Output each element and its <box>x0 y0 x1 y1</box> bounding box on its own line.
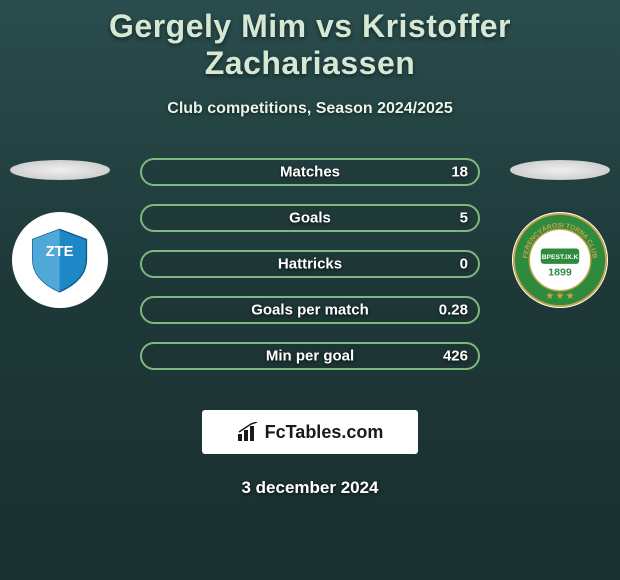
stat-value-right: 0 <box>460 256 468 273</box>
stat-value-right: 426 <box>443 348 468 365</box>
player-left-placeholder <box>10 160 110 180</box>
club-crest-zte: ZTE <box>12 212 108 308</box>
stat-label: Goals <box>289 210 331 227</box>
player-left-slot: ZTE <box>0 158 120 308</box>
svg-text:BPEST.IX.K: BPEST.IX.K <box>542 254 579 261</box>
stat-label: Min per goal <box>266 348 354 365</box>
stat-row-goals-per-match: Goals per match 0.28 <box>140 296 480 324</box>
comparison-card: Gergely Mim vs Kristoffer Zachariassen C… <box>0 0 620 580</box>
stat-row-hattricks: Hattricks 0 <box>140 250 480 278</box>
brand-badge[interactable]: FcTables.com <box>202 410 418 454</box>
brand-label: FcTables.com <box>265 422 384 443</box>
stat-value-right: 5 <box>460 210 468 227</box>
stat-label: Matches <box>280 164 340 181</box>
player-right-slot: FERENCVÁROSI TORNA CLUB BPEST.IX.K 1899 … <box>500 158 620 308</box>
stat-row-matches: Matches 18 <box>140 158 480 186</box>
page-title: Gergely Mim vs Kristoffer Zachariassen <box>0 0 620 82</box>
stat-label: Goals per match <box>251 302 369 319</box>
stats-list: Matches 18 Goals 5 Hattricks 0 Goals per… <box>140 158 480 370</box>
stat-value-right: 0.28 <box>439 302 468 319</box>
stat-label: Hattricks <box>278 256 342 273</box>
stat-row-min-per-goal: Min per goal 426 <box>140 342 480 370</box>
date-label: 3 december 2024 <box>0 478 620 498</box>
zte-shield-icon: ZTE <box>26 226 93 293</box>
stat-row-goals: Goals 5 <box>140 204 480 232</box>
club-crest-ftc: FERENCVÁROSI TORNA CLUB BPEST.IX.K 1899 … <box>512 212 608 308</box>
main-area: ZTE FERENCVÁROSI TORNA CLUB BPEST.IX.K 1… <box>0 158 620 388</box>
player-right-placeholder <box>510 160 610 180</box>
svg-text:1899: 1899 <box>548 266 572 278</box>
subtitle: Club competitions, Season 2024/2025 <box>0 100 620 118</box>
zte-crest-text: ZTE <box>46 245 74 261</box>
svg-text:★ ★ ★: ★ ★ ★ <box>546 290 575 300</box>
bar-chart-icon <box>237 422 261 442</box>
stat-value-right: 18 <box>451 164 468 181</box>
ftc-badge-icon: FERENCVÁROSI TORNA CLUB BPEST.IX.K 1899 … <box>512 212 608 308</box>
